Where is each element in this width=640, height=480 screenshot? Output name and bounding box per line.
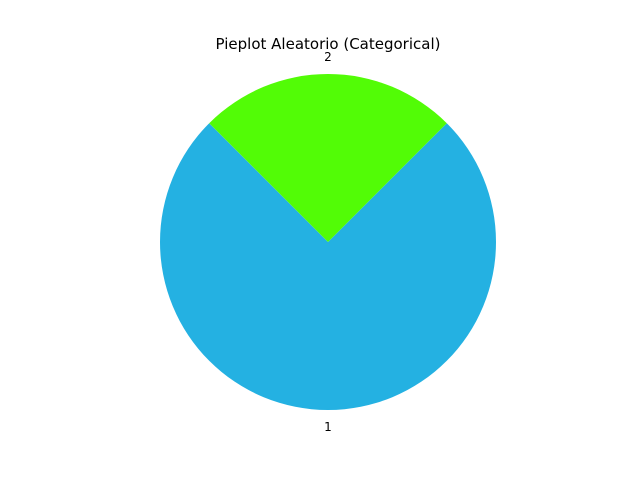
pie-slice-2 [209, 74, 447, 242]
pie-slices [160, 74, 496, 410]
pie-labels: 12 [324, 50, 332, 434]
pie-slice-1 [160, 123, 496, 410]
pie-slice-label-1: 1 [324, 420, 332, 434]
chart-title: Pieplot Aleatorio (Categorical) [216, 35, 441, 53]
pie-slice-label-2: 2 [324, 50, 332, 64]
